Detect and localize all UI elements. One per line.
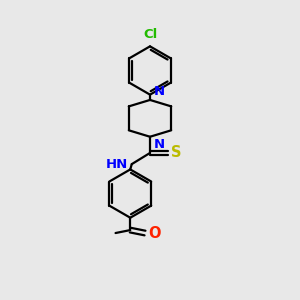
Text: HN: HN <box>106 158 128 171</box>
Text: Cl: Cl <box>143 28 157 41</box>
Text: N: N <box>154 138 165 151</box>
Text: S: S <box>171 146 182 160</box>
Text: O: O <box>148 226 161 241</box>
Text: N: N <box>154 85 165 98</box>
